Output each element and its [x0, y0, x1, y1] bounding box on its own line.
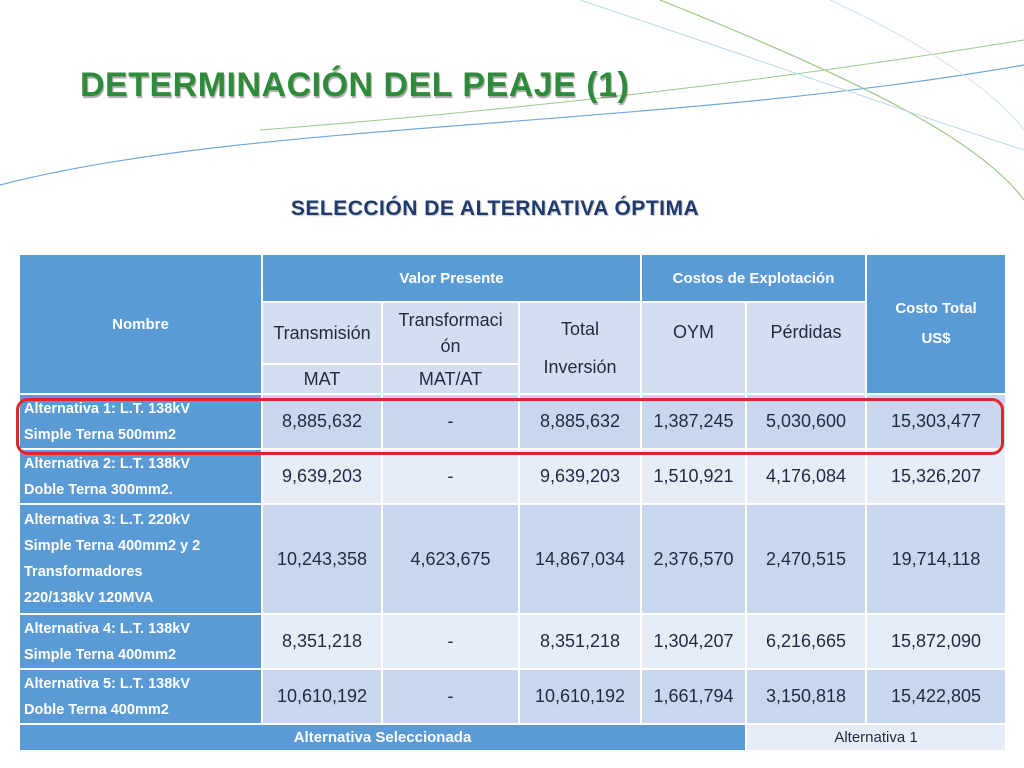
swoosh-right	[659, 0, 1024, 201]
header-transformacion-line: ón	[440, 336, 461, 356]
swoosh-right	[829, 0, 1024, 131]
table-subheader-row: Transmisión Transformaci ón Total Invers…	[19, 301, 1006, 395]
cell-costo-total: 15,303,477	[865, 393, 1008, 450]
cell-transmision: 10,243,358	[261, 503, 383, 615]
row-name-line: Transformadores	[24, 564, 143, 580]
cell-transmision: 9,639,203	[261, 448, 383, 505]
row-name-line: Doble Terna 400mm2	[24, 701, 169, 718]
header-total-inversion-line: Total	[560, 319, 600, 339]
cell-perdidas: 2,470,515	[745, 503, 868, 615]
cell-transformacion: -	[381, 393, 520, 450]
row-name: Alternativa 5: L.T. 138kV Doble Terna 40…	[18, 668, 263, 725]
header-costo-total: Costo Total US$	[865, 253, 1008, 395]
table-row: Alternativa 3: L.T. 220kV Simple Terna 4…	[18, 503, 1008, 615]
row-name: Alternativa 1: L.T. 138kV Simple Terna 5…	[18, 393, 263, 450]
row-name-line: Simple Terna 500mm2	[24, 426, 177, 443]
cell-costo-total: 15,422,805	[865, 668, 1008, 725]
header-total-inversion: Total Inversión	[517, 301, 643, 395]
header-costo-total-line: Costo Total	[895, 300, 977, 317]
cell-total-inversion: 9,639,203	[517, 448, 643, 505]
alternatives-table: Nombre Valor Presente Costos de Explotac…	[17, 253, 1008, 752]
header-transformacion-line: Transformaci	[398, 310, 503, 330]
table-row: Alternativa 4: L.T. 138kV Simple Terna 4…	[18, 613, 1008, 670]
row-name: Alternativa 2: L.T. 138kV Doble Terna 30…	[18, 448, 263, 505]
cell-oym: 1,661,794	[640, 668, 748, 725]
table-header-row: Nombre Valor Presente Costos de Explotac…	[18, 253, 1008, 395]
page-title: DETERMINACIÓN DEL PEAJE (1)	[80, 66, 630, 104]
row-name-line: Alternativa 4: L.T. 138kV	[24, 620, 191, 637]
cell-perdidas: 6,216,665	[745, 613, 868, 670]
cell-transformacion: -	[381, 448, 520, 505]
cell-perdidas: 4,176,084	[745, 448, 868, 505]
cell-oym: 2,376,570	[640, 503, 748, 615]
cell-total-inversion: 10,610,192	[517, 668, 643, 725]
page-subtitle: SELECCIÓN DE ALTERNATIVA ÓPTIMA	[290, 197, 700, 220]
header-transformacion: Transformaci ón	[381, 301, 520, 365]
cell-total-inversion: 14,867,034	[517, 503, 643, 615]
row-name-line: Simple Terna 400mm2	[24, 646, 177, 663]
row-name-line: Alternativa 2: L.T. 138kV	[24, 455, 191, 472]
table-row: Alternativa 1: L.T. 138kV Simple Terna 5…	[18, 393, 1008, 450]
row-name-line: Doble Terna 300mm2.	[24, 481, 173, 498]
cell-costo-total: 15,872,090	[865, 613, 1008, 670]
row-name-line: Alternativa 1: L.T. 138kV	[24, 400, 191, 417]
header-transmision: Transmisión	[261, 301, 383, 365]
selected-alternative-label: Alternativa Seleccionada	[17, 723, 748, 752]
row-name-line: Alternativa 3: L.T. 220kV	[24, 512, 191, 528]
cell-transmision: 10,610,192	[261, 668, 383, 725]
cell-oym: 1,510,921	[640, 448, 748, 505]
header-perdidas: Pérdidas	[745, 301, 868, 395]
cell-costo-total: 15,326,207	[865, 448, 1008, 505]
header-mat-at: MAT/AT	[381, 363, 520, 395]
header-oym: OYM	[640, 301, 748, 395]
cell-oym: 1,387,245	[640, 393, 748, 450]
row-name-line: Alternativa 5: L.T. 138kV	[24, 675, 191, 692]
row-name-line: 220/138kV 120MVA	[24, 590, 154, 606]
table-unit-row: MAT MAT/AT	[19, 363, 1006, 395]
row-name-line: Simple Terna 400mm2 y 2	[24, 538, 201, 554]
header-costos-explotacion: Costos de Explotación	[640, 253, 868, 303]
selected-alternative-value: Alternativa 1	[745, 723, 1008, 752]
cell-transmision: 8,885,632	[261, 393, 383, 450]
table-footer-row: Alternativa Seleccionada Alternativa 1	[17, 723, 1008, 752]
cell-transformacion: -	[381, 613, 520, 670]
table-row: Alternativa 2: L.T. 138kV Doble Terna 30…	[18, 448, 1008, 505]
row-name: Alternativa 4: L.T. 138kV Simple Terna 4…	[18, 613, 263, 670]
cell-perdidas: 5,030,600	[745, 393, 868, 450]
header-perdidas-label: Pérdidas	[770, 322, 842, 342]
cell-oym: 1,304,207	[640, 613, 748, 670]
cell-transmision: 8,351,218	[261, 613, 383, 670]
cell-perdidas: 3,150,818	[745, 668, 868, 725]
header-nombre: Nombre	[18, 253, 263, 395]
cell-total-inversion: 8,885,632	[517, 393, 643, 450]
cell-transformacion: 4,623,675	[381, 503, 520, 615]
header-total-inversion-line: Inversión	[543, 357, 617, 377]
row-name: Alternativa 3: L.T. 220kV Simple Terna 4…	[18, 503, 263, 615]
cell-transformacion: -	[381, 668, 520, 725]
swoosh-right	[579, 0, 1024, 151]
header-mat: MAT	[261, 363, 383, 395]
header-costo-total-line: US$	[921, 330, 951, 347]
cell-total-inversion: 8,351,218	[517, 613, 643, 670]
header-valor-presente: Valor Presente	[260, 253, 643, 303]
table-row: Alternativa 5: L.T. 138kV Doble Terna 40…	[18, 668, 1008, 725]
cell-costo-total: 19,714,118	[865, 503, 1008, 615]
header-oym-label: OYM	[673, 322, 715, 342]
